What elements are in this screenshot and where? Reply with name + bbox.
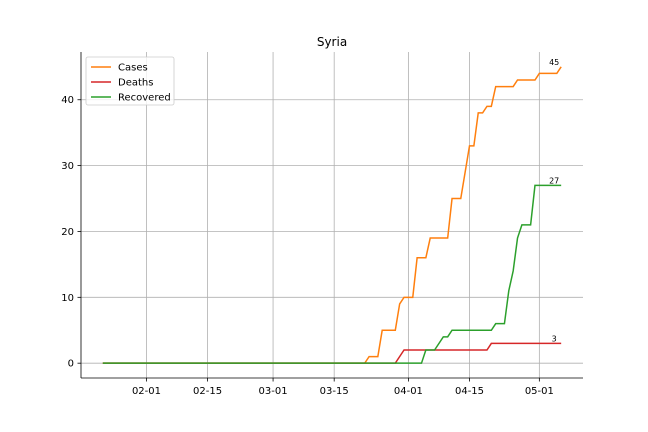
end-value-label-recovered: 27 bbox=[549, 176, 559, 185]
legend-label-deaths: Deaths bbox=[118, 78, 153, 89]
series-line-deaths bbox=[102, 342, 562, 364]
y-tick-label: 0 bbox=[68, 359, 74, 370]
end-value-label-cases: 45 bbox=[549, 58, 559, 67]
x-tick-label: 04-01 bbox=[394, 386, 423, 397]
x-tick-label: 04-15 bbox=[455, 386, 484, 397]
legend-frame bbox=[85, 56, 175, 106]
legend-label-cases: Cases bbox=[118, 63, 148, 74]
end-value-label-deaths: 3 bbox=[552, 334, 557, 343]
x-tick-label: 05-01 bbox=[525, 386, 554, 397]
x-tick-label: 02-01 bbox=[132, 386, 161, 397]
axes-layer bbox=[77, 52, 583, 382]
labels-layer: 02-01 02-15 03-01 03-15 04-01 04-15 05-01 0 10 20… bbox=[61, 58, 559, 397]
series-layer bbox=[102, 66, 562, 364]
x-tick-label: 03-01 bbox=[259, 386, 288, 397]
x-tick-label: 03-15 bbox=[320, 386, 349, 397]
y-tick-label: 10 bbox=[61, 293, 74, 304]
series-line-cases bbox=[102, 66, 562, 364]
series-line-recovered bbox=[102, 184, 562, 364]
legend: Cases Deaths Recovered bbox=[85, 56, 175, 106]
x-tick-label: 02-15 bbox=[193, 386, 222, 397]
y-tick-label: 40 bbox=[61, 95, 74, 106]
y-tick-label: 20 bbox=[61, 227, 74, 238]
legend-label-recovered: Recovered bbox=[118, 93, 171, 104]
chart-title: Syria bbox=[317, 35, 347, 49]
y-tick-label: 30 bbox=[61, 161, 74, 172]
